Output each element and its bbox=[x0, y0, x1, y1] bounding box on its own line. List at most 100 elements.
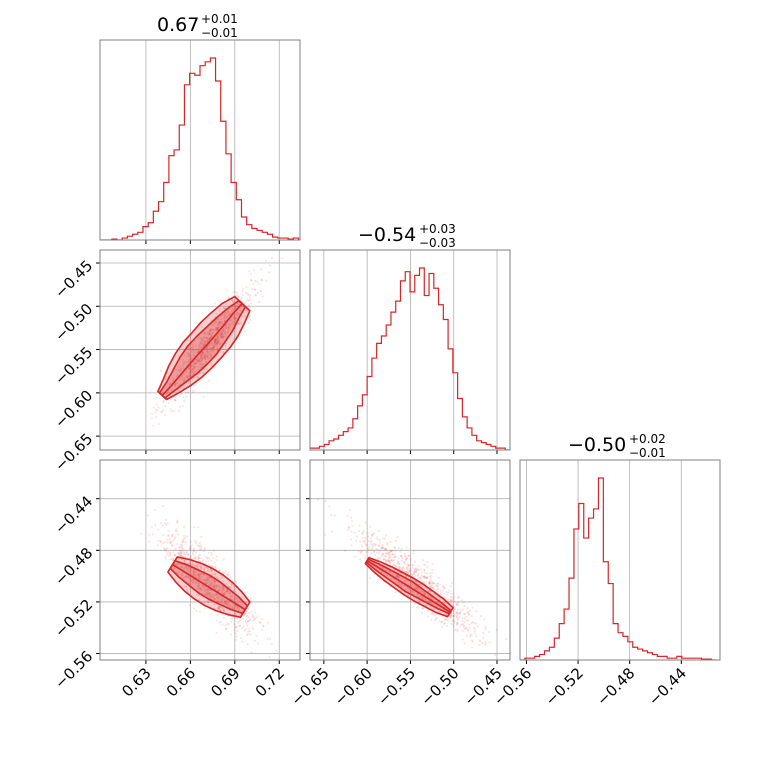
scatter-point bbox=[191, 389, 194, 392]
scatter-point bbox=[184, 553, 187, 556]
scatter-point bbox=[459, 624, 462, 627]
scatter-point bbox=[192, 367, 195, 370]
scatter-point bbox=[424, 564, 427, 567]
scatter-point bbox=[247, 299, 250, 302]
scatter-point bbox=[207, 351, 210, 354]
scatter-point bbox=[391, 559, 394, 562]
scatter-point bbox=[210, 583, 213, 586]
scatter-point bbox=[251, 613, 254, 616]
scatter-point bbox=[257, 300, 261, 304]
scatter-point bbox=[200, 567, 203, 570]
scatter-point bbox=[180, 550, 183, 554]
scatter-point bbox=[387, 559, 390, 562]
scatter-point bbox=[377, 529, 380, 532]
scatter-point bbox=[202, 357, 205, 360]
scatter-point bbox=[185, 375, 189, 378]
scatter-point bbox=[217, 321, 221, 324]
scatter-point bbox=[462, 609, 465, 612]
scatter-point bbox=[424, 580, 428, 583]
scatter-point bbox=[433, 618, 436, 622]
scatter-point bbox=[220, 331, 223, 334]
scatter-point bbox=[205, 351, 209, 354]
scatter-point bbox=[219, 585, 222, 588]
scatter-point bbox=[387, 551, 391, 554]
scatter-point bbox=[216, 336, 219, 339]
scatter-point bbox=[182, 567, 186, 571]
scatter-point bbox=[155, 409, 159, 412]
scatter-point bbox=[205, 582, 208, 585]
scatter-point bbox=[270, 256, 273, 260]
scatter-point bbox=[173, 384, 177, 387]
scatter-point bbox=[384, 554, 387, 558]
scatter-point bbox=[358, 558, 362, 561]
scatter-point bbox=[420, 571, 423, 574]
scatter-point bbox=[193, 556, 196, 560]
scatter-point bbox=[234, 291, 237, 294]
scatter-point bbox=[206, 556, 209, 559]
scatter-point bbox=[210, 559, 213, 562]
scatter-point bbox=[206, 587, 209, 591]
scatter-point bbox=[420, 578, 423, 581]
scatter-point bbox=[201, 357, 204, 360]
scatter-point bbox=[365, 550, 368, 553]
scatter-point bbox=[190, 364, 194, 367]
scatter-point bbox=[177, 551, 180, 554]
scatter-point bbox=[407, 554, 410, 558]
scatter-point bbox=[184, 375, 188, 378]
y-tick-label: −0.45 bbox=[51, 257, 96, 302]
scatter-point bbox=[371, 534, 374, 537]
scatter-point bbox=[473, 621, 476, 625]
scatter-point bbox=[209, 354, 213, 357]
scatter-point bbox=[190, 347, 193, 350]
scatter-point bbox=[350, 516, 353, 519]
scatter-point bbox=[199, 353, 202, 356]
scatter-point bbox=[217, 606, 220, 610]
scatter-point bbox=[375, 548, 378, 551]
scatter-point bbox=[198, 345, 202, 349]
scatter-point bbox=[218, 321, 221, 324]
scatter-point bbox=[411, 590, 414, 593]
scatter-point bbox=[180, 558, 183, 561]
scatter-point bbox=[378, 550, 382, 553]
scatter-point bbox=[179, 553, 182, 557]
scatter-point bbox=[189, 579, 193, 583]
scatter-point bbox=[470, 639, 474, 642]
scatter-point bbox=[215, 342, 218, 345]
scatter-point bbox=[405, 546, 408, 549]
scatter-point bbox=[209, 347, 212, 350]
scatter-point bbox=[187, 376, 190, 380]
scatter-point bbox=[150, 417, 153, 420]
scatter-point bbox=[417, 606, 420, 609]
scatter-point bbox=[239, 298, 242, 301]
scatter-point bbox=[168, 382, 171, 386]
scatter-point bbox=[395, 575, 398, 578]
scatter-point bbox=[478, 639, 482, 642]
scatter-point bbox=[396, 574, 399, 577]
scatter-point bbox=[185, 360, 188, 363]
scatter-point bbox=[197, 544, 200, 547]
scatter-point bbox=[181, 377, 184, 381]
scatter-point bbox=[199, 356, 203, 360]
scatter-point bbox=[456, 596, 460, 599]
scatter-point bbox=[344, 549, 347, 552]
scatter-point bbox=[217, 327, 220, 330]
title-lower-error-2: −0.03 bbox=[419, 236, 456, 250]
scatter-point bbox=[164, 557, 167, 561]
scatter-point bbox=[228, 312, 231, 315]
scatter-point bbox=[214, 565, 217, 568]
scatter-point bbox=[179, 551, 182, 554]
scatter-point bbox=[467, 630, 470, 633]
scatter-point bbox=[211, 594, 214, 598]
scatter-point bbox=[444, 618, 447, 621]
scatter-point bbox=[225, 582, 228, 585]
scatter-point bbox=[165, 523, 168, 526]
scatter-point bbox=[233, 625, 237, 628]
scatter-point bbox=[173, 553, 177, 556]
scatter-point bbox=[161, 542, 164, 545]
scatter-point bbox=[330, 530, 333, 533]
scatter-point bbox=[385, 552, 388, 555]
scatter-point bbox=[372, 542, 375, 545]
scatter-point bbox=[199, 572, 202, 575]
scatter-point bbox=[483, 642, 486, 645]
scatter-point bbox=[349, 538, 353, 541]
